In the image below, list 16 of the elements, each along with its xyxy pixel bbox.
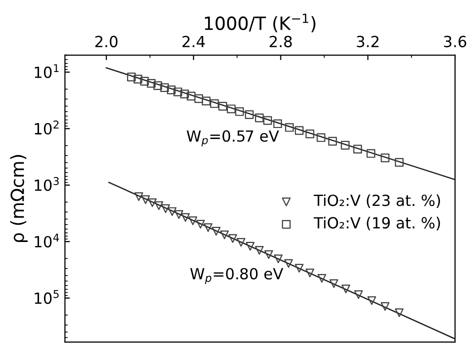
- legend-label: TiO₂:V (23 at. %): [314, 194, 440, 208]
- y-axis-title: ρ (mΩcm): [10, 155, 28, 242]
- y-tick-label: 10$^{2}$: [34, 120, 59, 135]
- legend-label: TiO₂:V (19 at. %): [314, 216, 440, 230]
- y-tick-label: 10$^{3}$: [34, 177, 59, 192]
- annotation: W$_{p}$=0.80 eV: [190, 268, 284, 284]
- x-tick-label: 3.2: [356, 36, 378, 48]
- x-axis-title: 1000/T (K$^{−1}$): [204, 14, 316, 32]
- x-tick-label: 2.0: [95, 36, 118, 48]
- x-tick-label: 2.8: [270, 36, 292, 48]
- annotation: W$_{p}$=0.57 eV: [186, 130, 279, 146]
- x-tick-label: 2.4: [182, 36, 205, 48]
- y-tick-label: 10$^{1}$: [34, 64, 59, 78]
- y-tick-label: 10$^{4}$: [34, 234, 59, 248]
- x-tick-label: 3.6: [444, 36, 466, 48]
- y-tick-label: 10$^{5}$: [34, 290, 59, 304]
